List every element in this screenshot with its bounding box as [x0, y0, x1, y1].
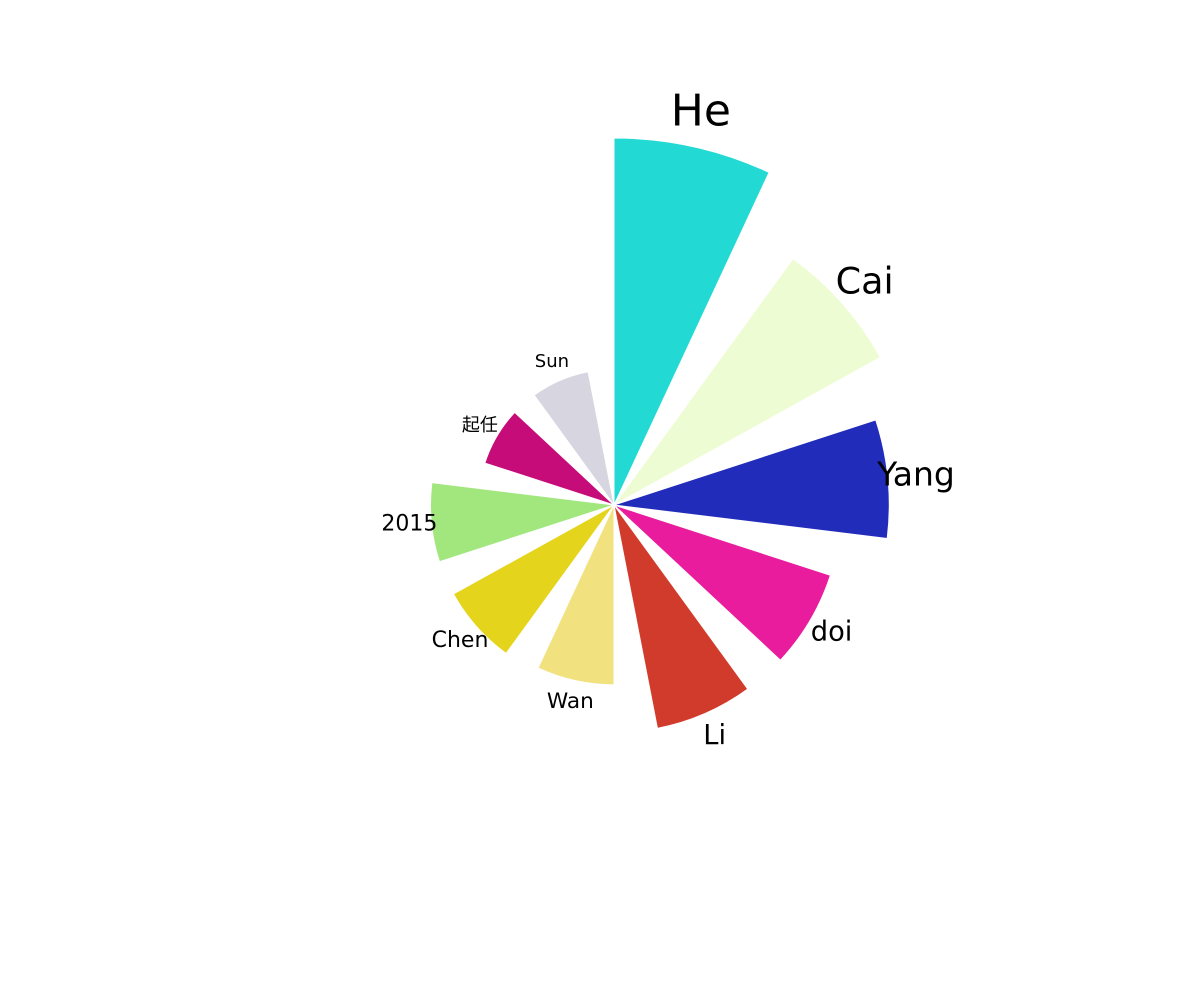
rose-slice-6 [452, 504, 615, 655]
rose-slice-label-8: 起任 [462, 415, 498, 436]
rose-slice-3 [613, 504, 832, 661]
rose-slice-1 [613, 257, 882, 506]
rose-slice-label-3: doi [811, 617, 853, 648]
slices-layer [430, 137, 890, 729]
rose-slice-label-9: Sun [535, 351, 569, 372]
rose-slice-5 [537, 504, 615, 686]
rose-slice-label-5: Wan [547, 689, 594, 714]
rose-slice-4 [613, 504, 749, 729]
rose-slice-0 [613, 137, 770, 506]
labels-layer: He Cai Yang doi Li Wan Chen 2015 起任 Sun [381, 85, 955, 751]
rose-slice-label-0: He [671, 85, 731, 136]
rose-slice-2 [613, 419, 890, 540]
rose-slice-9 [533, 371, 615, 506]
rose-slice-label-6: Chen [432, 628, 489, 653]
rose-slice-label-1: Cai [836, 260, 894, 303]
rose-slice-8 [484, 411, 615, 506]
rose-slice-7 [430, 482, 615, 563]
rose-slice-label-2: Yang [876, 454, 955, 493]
rose-slice-label-7: 2015 [381, 512, 437, 537]
rose-slice-label-4: Li [703, 720, 726, 751]
